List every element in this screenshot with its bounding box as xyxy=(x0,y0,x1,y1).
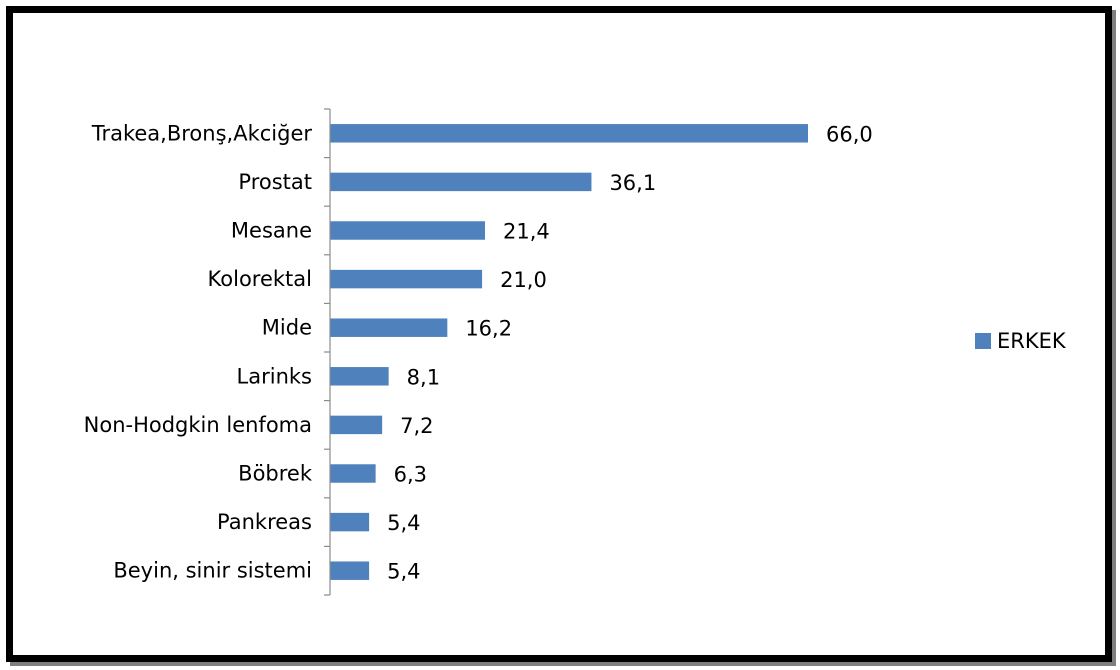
y-axis-ticks xyxy=(324,108,330,596)
bars-layer xyxy=(330,124,808,580)
bar xyxy=(330,512,370,532)
bar xyxy=(330,464,376,483)
bar xyxy=(330,124,808,143)
data-label: 16,2 xyxy=(465,317,512,341)
bar xyxy=(330,269,483,289)
category-label: Kolorektal xyxy=(208,267,312,291)
data-label: 21,0 xyxy=(500,268,547,292)
data-label: 21,4 xyxy=(503,220,550,244)
bar-chart: Trakea,Bronş,Akciğer Prostat Mesane Kolorek… xyxy=(84,108,1067,596)
category-label: Mide xyxy=(262,316,312,340)
data-label: 6,3 xyxy=(394,463,427,487)
bar xyxy=(330,561,370,580)
data-label: 7,2 xyxy=(400,414,433,438)
bar xyxy=(330,221,485,240)
category-label: Böbrek xyxy=(238,462,313,486)
category-label: Beyin, sinir sistemi xyxy=(113,559,312,583)
bar xyxy=(330,367,389,386)
legend: ERKEK xyxy=(975,329,1067,353)
legend-label-erkek: ERKEK xyxy=(997,329,1067,353)
category-label: Prostat xyxy=(238,170,312,194)
category-label: Pankreas xyxy=(217,510,312,534)
data-label: 36,1 xyxy=(609,171,656,195)
bar xyxy=(330,415,383,435)
category-label: Trakea,Bronş,Akciğer xyxy=(91,121,313,145)
data-label: 66,0 xyxy=(826,122,873,146)
category-labels: Trakea,Bronş,Akciğer Prostat Mesane Kolorek… xyxy=(84,121,313,582)
chart-frame: Trakea,Bronş,Akciğer Prostat Mesane Kolorek… xyxy=(6,6,1112,662)
value-labels: 66,0 36,1 21,4 21,0 16,2 8,1 7,2 6,3 5,4 5,4 xyxy=(387,122,873,583)
data-label: 8,1 xyxy=(407,365,440,389)
bar xyxy=(330,318,448,337)
data-label: 5,4 xyxy=(387,560,420,584)
category-label: Mesane xyxy=(231,219,312,243)
bar xyxy=(330,172,592,192)
legend-swatch-erkek xyxy=(975,333,991,349)
category-label: Non-Hodgkin lenfoma xyxy=(84,413,312,437)
data-label: 5,4 xyxy=(387,511,420,535)
category-label: Larinks xyxy=(237,364,312,388)
